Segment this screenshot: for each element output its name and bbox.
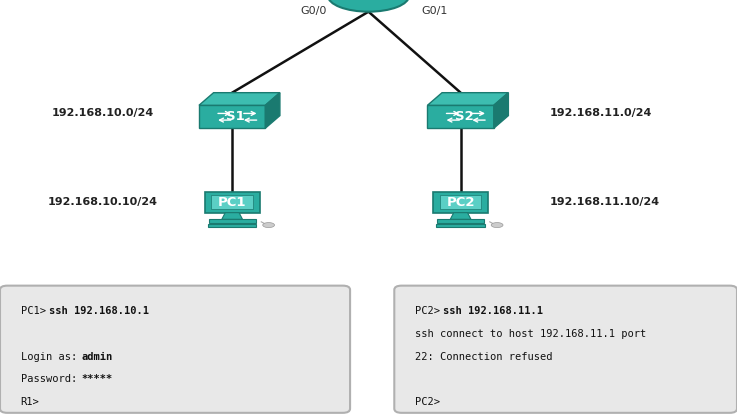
Text: Password:: Password:	[21, 374, 83, 384]
Text: ssh connect to host 192.168.11.1 port: ssh connect to host 192.168.11.1 port	[415, 329, 646, 339]
Text: *****: *****	[81, 374, 112, 384]
Polygon shape	[494, 93, 509, 128]
Text: PC2>: PC2>	[415, 397, 440, 407]
Text: 192.168.11.0/24: 192.168.11.0/24	[550, 108, 652, 118]
Text: ssh 192.168.10.1: ssh 192.168.10.1	[49, 306, 149, 316]
FancyBboxPatch shape	[204, 192, 259, 213]
FancyBboxPatch shape	[433, 192, 488, 213]
Ellipse shape	[262, 223, 274, 228]
Text: 192.168.11.10/24: 192.168.11.10/24	[549, 197, 660, 207]
Text: S1: S1	[226, 110, 245, 123]
FancyBboxPatch shape	[440, 195, 481, 209]
Text: 192.168.10.0/24: 192.168.10.0/24	[52, 108, 154, 118]
Polygon shape	[427, 93, 509, 106]
Text: ssh 192.168.11.1: ssh 192.168.11.1	[443, 306, 543, 316]
FancyBboxPatch shape	[437, 219, 484, 223]
FancyBboxPatch shape	[0, 286, 350, 413]
Polygon shape	[222, 213, 242, 219]
Polygon shape	[199, 106, 265, 128]
Text: R1>: R1>	[21, 397, 39, 407]
FancyBboxPatch shape	[209, 219, 256, 223]
Text: S2: S2	[455, 110, 474, 123]
Text: 192.168.10.10/24: 192.168.10.10/24	[48, 197, 158, 207]
FancyBboxPatch shape	[394, 286, 737, 413]
Text: PC1>: PC1>	[21, 306, 46, 316]
FancyBboxPatch shape	[436, 224, 485, 228]
FancyBboxPatch shape	[212, 195, 253, 209]
Polygon shape	[450, 213, 471, 219]
Text: G0/1: G0/1	[422, 6, 448, 16]
Text: 22: Connection refused: 22: Connection refused	[415, 352, 553, 362]
Text: G0/0: G0/0	[300, 6, 326, 16]
Text: PC2>: PC2>	[415, 306, 440, 316]
Polygon shape	[199, 93, 280, 106]
Ellipse shape	[491, 223, 503, 228]
Text: PC1: PC1	[218, 196, 246, 209]
Polygon shape	[427, 106, 494, 128]
FancyBboxPatch shape	[208, 224, 256, 228]
Text: admin: admin	[81, 352, 112, 362]
Text: Login as:: Login as:	[21, 352, 83, 362]
Text: PC2: PC2	[447, 196, 475, 209]
Ellipse shape	[328, 0, 409, 12]
Polygon shape	[265, 93, 280, 128]
